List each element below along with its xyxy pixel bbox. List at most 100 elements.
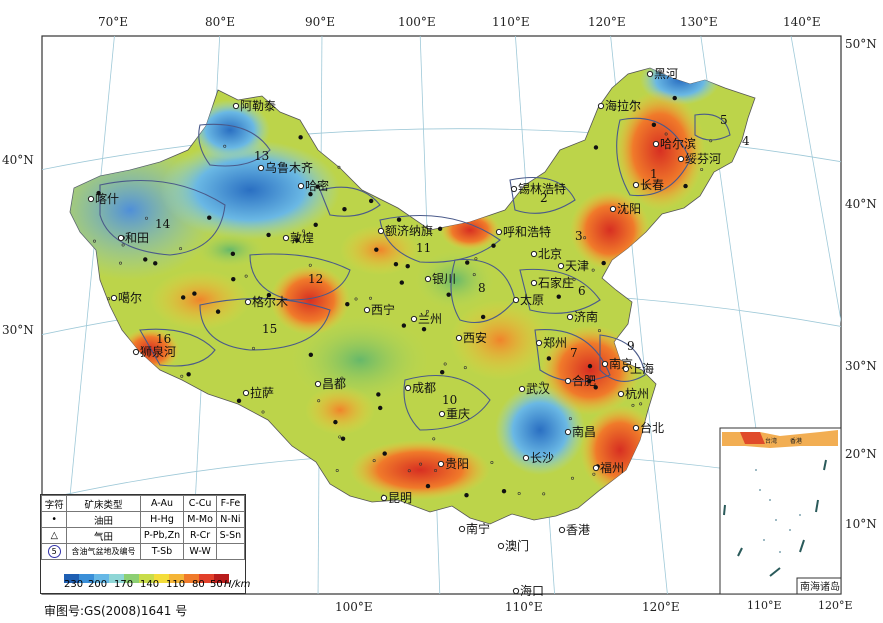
legend-code: H-Hg: [139, 511, 185, 528]
city-marker: [646, 70, 654, 78]
basin-outline: [534, 328, 611, 382]
city-label: 狮泉河: [140, 345, 176, 359]
legend-code: R-Cr: [183, 527, 217, 544]
city-marker: [314, 380, 322, 388]
city: 武汉: [518, 382, 550, 396]
oilfield-dot: [315, 184, 320, 189]
oilfield-dot: [491, 243, 496, 248]
oilfield-dot: [393, 261, 399, 267]
inset-lon-label: 110°E: [747, 599, 782, 612]
basin-outline: [319, 186, 381, 217]
city: 长春: [632, 178, 664, 192]
city: 西宁: [363, 302, 395, 317]
deposit-mark: [335, 469, 339, 473]
oilfield-dot: [345, 301, 350, 307]
oilfield-dot: [207, 215, 212, 220]
lon-label: 70°E: [98, 15, 128, 29]
city-marker: [677, 155, 685, 163]
oilfield-dot: [192, 291, 197, 296]
oilfield-dot: [236, 398, 242, 403]
city: 香港: [558, 523, 590, 537]
lon-label: 100°E: [398, 15, 436, 29]
city: 绥芬河: [677, 152, 721, 166]
basin-number: 2: [540, 191, 548, 205]
city-marker: [244, 298, 252, 306]
deposit-mark: [570, 476, 574, 480]
scale-tick: 110: [166, 579, 186, 590]
oilfield-dot: [143, 257, 148, 262]
lon-label: 100°E: [335, 600, 373, 614]
deposit-mark: [121, 243, 125, 247]
oilfield-dot: [437, 226, 443, 231]
city-marker: [566, 313, 574, 321]
city: 呼和浩特: [495, 224, 551, 239]
scale-unit: H/km: [224, 579, 251, 590]
oilfield-dot: [546, 356, 552, 361]
city-label: 成都: [412, 381, 436, 395]
oilfield-dot: [401, 323, 407, 328]
deposit-mark: [542, 492, 546, 496]
basin-number: 4: [742, 134, 750, 148]
legend-code: W-W: [183, 543, 217, 560]
heat-anomalies: [70, 68, 720, 500]
city: 海口: [512, 583, 544, 598]
city-marker: [424, 275, 432, 283]
oilfield-dot: [683, 183, 688, 189]
oilfield-dot: [396, 217, 402, 222]
oilfield-dot: [308, 191, 313, 197]
city: 锡林浩特: [510, 181, 566, 196]
city: 合肥: [564, 373, 596, 388]
city-label: 噶尔: [118, 290, 142, 305]
basin-number: 3: [575, 229, 583, 243]
scale-swatch: [199, 574, 214, 583]
inset-lon-label: 120°E: [818, 599, 853, 612]
deposit-mark: [572, 278, 576, 282]
deposit-mark: [472, 273, 476, 277]
lat-label: 10°N: [845, 517, 877, 531]
city-label: 天津: [565, 259, 589, 273]
basin-outline: [616, 117, 691, 197]
oilfield-dot: [180, 295, 186, 300]
basin-number: 6: [578, 284, 586, 298]
city: 福州: [592, 460, 624, 475]
city-label: 南宁: [466, 521, 490, 536]
city: 和田: [117, 231, 149, 245]
basin-outline: [599, 334, 646, 382]
city-label: 澳门: [505, 538, 529, 553]
city: 额济纳旗: [377, 223, 433, 238]
city: 石家庄: [530, 275, 574, 290]
lon-label: 90°E: [305, 15, 335, 29]
deposit-mark: [563, 280, 567, 284]
city-label: 沈阳: [617, 201, 641, 216]
longitude-top-labels: 70°E 80°E 90°E 100°E 110°E 120°E 130°E 1…: [98, 15, 821, 29]
basin-outline: [509, 176, 576, 214]
city-marker: [557, 262, 565, 270]
city-marker: [564, 428, 572, 436]
deposit-mark: [368, 296, 372, 300]
legend-code: P-Pb,Zn: [139, 527, 185, 544]
city-marker: [437, 460, 445, 468]
city: 北京: [530, 247, 562, 261]
city-label: 阿勒泰: [240, 99, 276, 113]
city: 阿勒泰: [232, 99, 276, 113]
oilfield-dot: [587, 378, 592, 384]
legend-row: △ 气田 P-Pb,Zn R-Cr S-Sn: [40, 527, 246, 544]
city-label: 合肥: [572, 373, 596, 388]
basin-number: 13: [254, 149, 269, 163]
city: 成都: [404, 381, 436, 395]
oilfield-dot: [378, 405, 383, 411]
scale-swatch: [79, 574, 94, 583]
legend-header-au: A-Au: [139, 495, 185, 512]
city-marker: [622, 365, 630, 373]
oilfield-dot: [215, 309, 221, 314]
oilfield-dot: [382, 451, 387, 456]
oilfield-dot: [446, 292, 451, 297]
city-marker: [518, 385, 526, 393]
oilfield-dot: [368, 198, 374, 204]
deposit-mark: [568, 417, 572, 421]
oilfield-dot: [374, 247, 379, 252]
city-marker: [117, 234, 125, 242]
oilfield-dot: [294, 237, 300, 243]
city: 澳门: [497, 538, 529, 553]
deposit-mark: [425, 309, 429, 313]
